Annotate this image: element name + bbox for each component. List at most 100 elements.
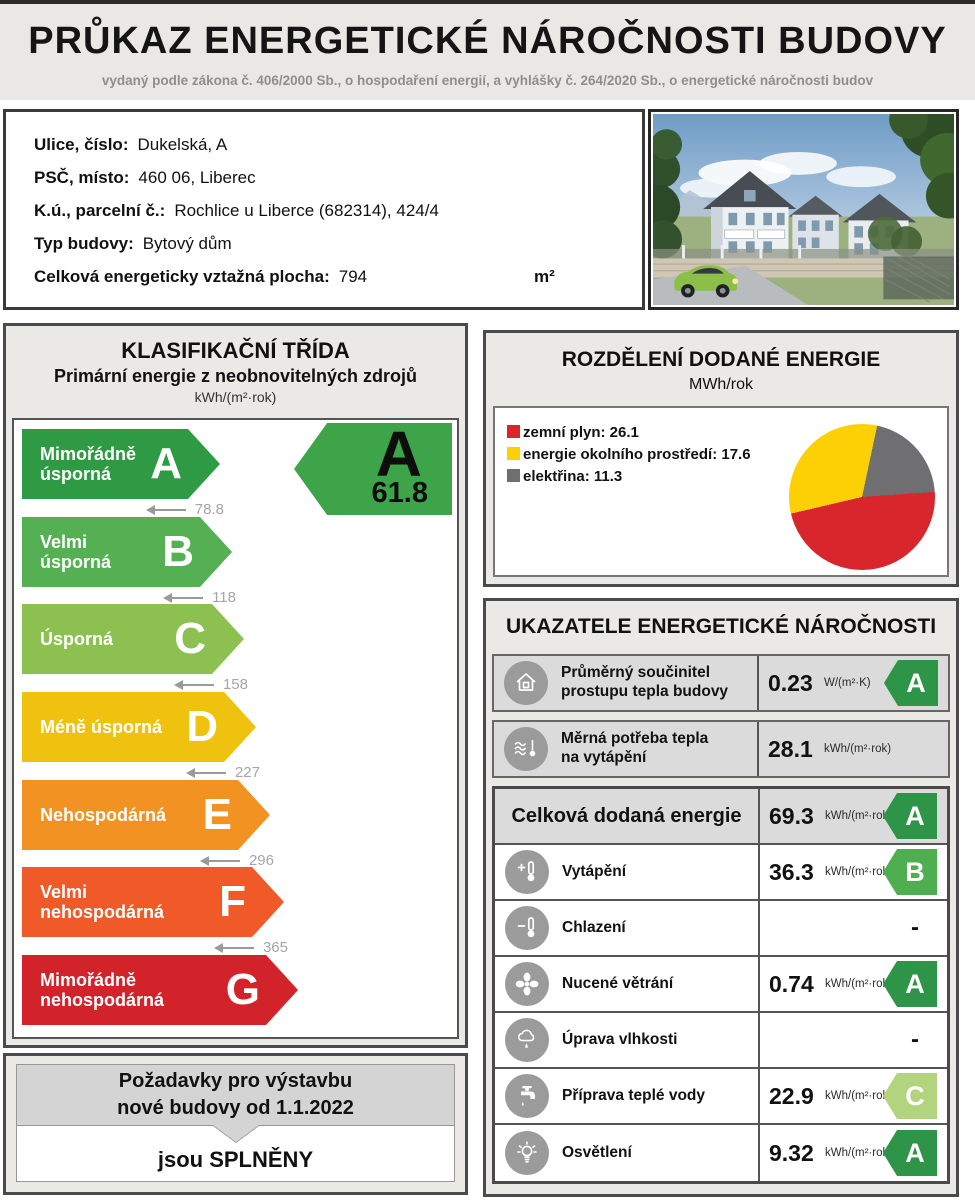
indicator-row: Měrná potřeba tepla na vytápění 28.1 kWh… xyxy=(492,720,950,778)
building-type-label: Typ budovy: xyxy=(34,233,134,253)
class-letter: E xyxy=(202,790,232,839)
class-label: Velmi úsporná xyxy=(40,531,112,572)
cadastre-value: Rochlice u Liberce (682314), 424/4 xyxy=(174,200,439,220)
zip-label: PSČ, místo: xyxy=(34,167,130,187)
grade-badge: A xyxy=(883,793,937,839)
column-divider xyxy=(758,901,760,955)
building-info-box: Ulice, číslo: Dukelská, A PSČ, místo: 46… xyxy=(3,109,645,310)
grade-dash: - xyxy=(911,1026,919,1053)
grade-badge: B xyxy=(883,849,937,895)
indicator-row: Průměrný součinitel prostupu tepla budov… xyxy=(492,654,950,712)
classification-scale: Mimořádně úsporná A 78.8 Velmi úsporná B… xyxy=(12,418,459,1039)
address-row: Typ budovy: Bytový dům xyxy=(34,227,642,260)
class-threshold: 227 xyxy=(22,765,260,780)
left-arrow-icon xyxy=(173,680,214,691)
column-divider xyxy=(758,845,760,899)
green-car xyxy=(674,265,739,298)
rating-value: 61.8 xyxy=(371,477,428,509)
indicator-value: 22.9 xyxy=(769,1082,814,1109)
building-type-value: Bytový dům xyxy=(142,233,232,253)
indicator-label: Osvětlení xyxy=(562,1143,632,1161)
class-letter: F xyxy=(219,877,246,926)
requirements-statement: Požadavky pro výstavbu nové budovy od 1.… xyxy=(16,1064,455,1142)
classification-unit: kWh/(m²·rok) xyxy=(194,389,277,405)
indicator-value: 9.32 xyxy=(769,1139,814,1166)
ambient-energy-swatch-icon xyxy=(507,447,520,460)
faucet-icon xyxy=(505,1074,549,1118)
column-divider xyxy=(757,656,759,710)
class-arrow-f: Velmi nehospodárná F xyxy=(22,867,284,937)
class-label: Méně úsporná xyxy=(40,716,163,737)
indicator-label: Měrná potřeba tepla na vytápění xyxy=(561,730,709,766)
class-letter: D xyxy=(186,702,218,751)
area-row: Celková energeticky vztažná plocha: 794 … xyxy=(34,260,642,293)
pie-legend: zemní plyn: 26.1 energie okolního prostř… xyxy=(507,424,751,490)
left-arrow-icon xyxy=(213,943,254,954)
page-subtitle: vydaný podle zákona č. 406/2000 Sb., o h… xyxy=(101,73,874,88)
indicator-unit: W/(m²·K) xyxy=(824,677,871,689)
class-arrow-e: Nehospodárná E xyxy=(22,780,270,850)
indicator-label: Vytápění xyxy=(562,862,627,880)
area-label: Celková energeticky vztažná plocha: xyxy=(34,266,330,286)
class-arrow-d: Méně úsporná D xyxy=(22,692,256,762)
street-label: Ulice, číslo: xyxy=(34,134,129,154)
area-unit: m² xyxy=(534,266,555,286)
street-value: Dukelská, A xyxy=(137,134,228,154)
indicator-unit: kWh/(m²·rok) xyxy=(825,866,893,878)
left-arrow-icon xyxy=(145,505,186,516)
legend-item: zemní plyn: 26.1 xyxy=(507,424,751,441)
class-label: Nehospodárná xyxy=(40,804,167,825)
indicators-title: UKAZATELE ENERGETICKÉ NÁROČNOSTI xyxy=(505,615,937,638)
pie-chart-box: zemní plyn: 26.1 energie okolního prostř… xyxy=(493,406,949,577)
class-letter: G xyxy=(225,965,260,1014)
zip-value: 460 06, Liberec xyxy=(138,167,256,187)
certificate-header: PRŮKAZ ENERGETICKÉ NÁROČNOSTI BUDOVY vyd… xyxy=(0,0,975,100)
indicator-row: Příprava teplé vody 22.9 kWh/(m²·rok) C xyxy=(495,1069,947,1125)
legend-item: energie okolního prostředí: 17.6 xyxy=(507,446,751,463)
indicator-row: Úprava vlhkosti - xyxy=(495,1013,947,1069)
indicator-row: Nucené větrání 0.74 kWh/(m²·rok) A xyxy=(495,957,947,1013)
house-icon xyxy=(504,661,548,705)
class-letter: B xyxy=(162,527,194,576)
indicator-row: Osvětlení 9.32 kWh/(m²·rok) A xyxy=(495,1125,947,1181)
address-row: PSČ, místo: 460 06, Liberec xyxy=(34,161,642,194)
fan-icon xyxy=(505,962,549,1006)
thermometer-plus-icon xyxy=(505,850,549,894)
class-threshold: 118 xyxy=(22,590,236,605)
indicator-value: 0.74 xyxy=(769,970,814,997)
class-label: Mimořádně úsporná xyxy=(40,443,137,484)
column-divider xyxy=(757,722,759,776)
indicator-value: 28.1 xyxy=(768,735,813,762)
left-arrow-icon xyxy=(163,593,204,604)
class-threshold: 158 xyxy=(22,677,248,692)
grade-dash: - xyxy=(911,914,919,941)
requirements-result: jsou SPLNĚNY xyxy=(16,1126,455,1182)
requirements-line2: nové budovy od 1.1.2022 xyxy=(117,1097,354,1119)
energy-distribution-panel: ROZDĚLENÍ DODANÉ ENERGIE MWh/rok zemní p… xyxy=(483,330,959,587)
pie-chart xyxy=(789,424,935,570)
column-divider xyxy=(758,1013,760,1067)
page-title: PRŮKAZ ENERGETICKÉ NÁROČNOSTI BUDOVY xyxy=(28,20,947,62)
building-photo xyxy=(648,109,959,310)
requirements-line1: Požadavky pro výstavbu xyxy=(118,1070,353,1092)
class-arrow-a: Mimořádně úsporná A xyxy=(22,429,220,499)
energy-distribution-title: ROZDĚLENÍ DODANÉ ENERGIE xyxy=(561,348,881,371)
indicators-table: Celková dodaná energie 69.3 kWh/(m²·rok)… xyxy=(492,786,950,1184)
energy-distribution-unit: MWh/rok xyxy=(689,376,753,393)
indicator-value: 36.3 xyxy=(769,858,814,885)
indicator-unit: kWh/(m²·rok) xyxy=(824,743,892,755)
indicator-label: Příprava teplé vody xyxy=(562,1086,706,1104)
indicator-unit: kWh/(m²·rok) xyxy=(825,810,893,822)
cloud-drop-icon xyxy=(505,1018,549,1062)
class-label: Velmi nehospodárná xyxy=(40,881,165,922)
class-threshold: 296 xyxy=(22,853,274,868)
indicator-value: 0.23 xyxy=(768,669,813,696)
grade-badge: C xyxy=(883,1073,937,1119)
requirements-box: Požadavky pro výstavbu nové budovy od 1.… xyxy=(3,1053,468,1195)
cadastre-label: K.ú., parcelní č.: xyxy=(34,200,166,220)
class-arrow-b: Velmi úsporná B xyxy=(22,517,232,587)
indicator-unit: kWh/(m²·rok) xyxy=(825,978,893,990)
indicators-panel: UKAZATELE ENERGETICKÉ NÁROČNOSTI Průměrn… xyxy=(483,598,959,1197)
class-letter: C xyxy=(174,614,206,663)
indicator-row: Chlazení - xyxy=(495,901,947,957)
